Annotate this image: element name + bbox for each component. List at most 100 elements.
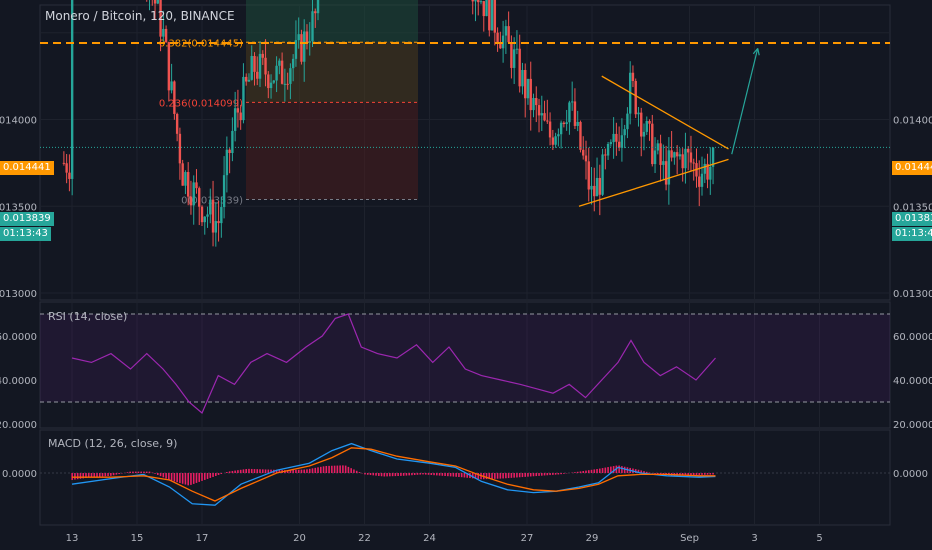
- time-axis-label: 17: [196, 533, 209, 544]
- price-axis-label-left: 0.013500: [0, 202, 37, 213]
- candle-body: [590, 185, 593, 190]
- candle-body: [562, 122, 566, 125]
- countdown-tag-right: 01:13:43: [892, 227, 932, 241]
- candle-body: [247, 79, 251, 82]
- candle-body: [256, 71, 259, 79]
- candle-body: [164, 28, 168, 43]
- last-price-tag-left: 0.013839: [0, 212, 54, 226]
- candle-body: [673, 152, 676, 158]
- candle-body: [667, 150, 671, 185]
- time-axis-label: 13: [66, 533, 79, 544]
- candle-body: [167, 42, 171, 91]
- candle-body: [485, 0, 488, 17]
- candle-body: [507, 26, 510, 43]
- candle-body: [200, 206, 204, 223]
- time-axis-label: 3: [751, 533, 757, 544]
- candle-body: [239, 112, 242, 121]
- candle-body: [510, 42, 513, 68]
- candle-body: [258, 53, 262, 79]
- candle-body: [471, 0, 474, 2]
- candle-body: [231, 130, 234, 154]
- candle-body: [162, 28, 165, 37]
- candle-body: [305, 31, 309, 43]
- candle-body: [501, 35, 505, 49]
- candle-body: [242, 76, 245, 121]
- candle-body: [584, 155, 588, 162]
- candle-body: [521, 69, 524, 87]
- rsi-axis-label-right: 60.0000: [893, 332, 932, 343]
- time-axis-label: 15: [131, 533, 144, 544]
- countdown-tag-left: 01:13:43: [0, 227, 51, 241]
- candle-body: [153, 0, 157, 4]
- candle-body: [482, 1, 485, 17]
- candle-body: [598, 177, 601, 195]
- candle-body: [203, 216, 206, 223]
- candle-body: [518, 48, 521, 87]
- candle-body: [579, 121, 582, 150]
- candle-body: [297, 34, 300, 41]
- candle-body: [537, 105, 541, 116]
- candle-body: [604, 154, 607, 156]
- candle-body: [303, 31, 306, 62]
- macd-signal-line: [72, 447, 716, 502]
- last-price-tag-right: 0.013839: [892, 212, 932, 226]
- candle-body: [554, 136, 557, 145]
- candle-body: [631, 72, 635, 81]
- time-axis-label: 5: [816, 533, 822, 544]
- candle-body: [606, 144, 610, 156]
- candle-body: [675, 152, 679, 157]
- candle-body: [529, 78, 532, 111]
- candle-body: [253, 55, 256, 72]
- rsi-axis-label-right: 20.0000: [893, 420, 932, 431]
- candle-body: [703, 163, 706, 174]
- candle-body: [159, 0, 162, 37]
- candle-body: [214, 221, 218, 233]
- candle-body: [573, 101, 577, 126]
- candle-body: [479, 1, 483, 3]
- candle-body: [228, 149, 231, 154]
- candle-body: [236, 108, 240, 113]
- candle-body: [170, 81, 173, 91]
- candle-body: [651, 123, 654, 165]
- candle-body: [678, 154, 682, 157]
- candle-body: [645, 121, 648, 132]
- candle-body: [245, 76, 248, 82]
- candle-body: [488, 0, 491, 31]
- candle-body: [543, 113, 546, 121]
- fib-zone: [246, 102, 418, 200]
- candle-body: [184, 172, 187, 186]
- candle-body: [656, 143, 660, 151]
- rsi-axis-label-left: 40.0000: [0, 376, 37, 387]
- candle-body: [612, 133, 615, 143]
- candle-body: [175, 113, 179, 134]
- candle-body: [220, 207, 223, 224]
- candle-body: [192, 182, 195, 206]
- candle-body: [664, 161, 668, 185]
- candle-body: [286, 83, 289, 85]
- rsi-band: [40, 314, 890, 402]
- candle-body: [576, 121, 579, 126]
- fib-level-label: 0.236(0.014099): [159, 98, 243, 109]
- candle-body: [206, 214, 209, 217]
- candle-body: [662, 161, 665, 165]
- candle-body: [250, 55, 253, 80]
- candle-body: [626, 113, 629, 130]
- candle-body: [261, 53, 264, 58]
- candle-body: [496, 32, 499, 43]
- price-axis-label-left: 0.013000: [0, 289, 37, 300]
- time-axis-label: 27: [521, 533, 534, 544]
- price-axis-label-left: 0.014000: [0, 116, 37, 127]
- candle-body: [275, 65, 278, 81]
- candle-body: [316, 0, 320, 14]
- candle-body: [477, 0, 480, 3]
- candle-body: [493, 0, 497, 33]
- time-axis-label: 20: [293, 533, 306, 544]
- candle-body: [512, 49, 516, 68]
- rsi-axis-label-left: 60.0000: [0, 332, 37, 343]
- candle-body: [474, 0, 477, 2]
- candle-body: [68, 172, 71, 179]
- candle-body: [173, 81, 176, 114]
- candle-body: [308, 41, 311, 43]
- candle-body: [532, 97, 535, 111]
